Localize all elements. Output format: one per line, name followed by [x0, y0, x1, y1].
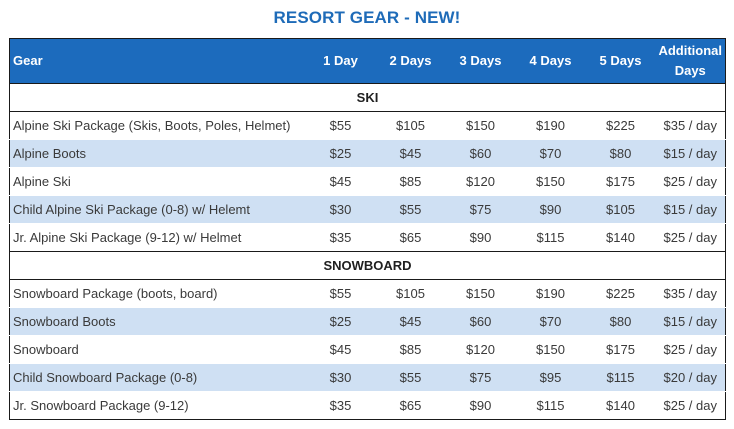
price-3-days: $120: [445, 167, 516, 196]
price-additional-day: $15 / day: [655, 139, 726, 168]
price-1-day: $30: [305, 363, 376, 392]
table-row: Jr. Snowboard Package (9-12) $35 $65 $90 $11…: [9, 391, 726, 420]
pricing-table-container: Gear 1 Day 2 Days 3 Days 4 Days 5 Days A…: [9, 38, 726, 420]
price-2-days: $45: [375, 307, 446, 336]
price-2-days: $55: [375, 363, 446, 392]
price-additional-day: $15 / day: [655, 307, 726, 336]
section-row: SNOWBOARD: [9, 251, 726, 280]
price-2-days: $105: [375, 279, 446, 308]
price-5-days: $115: [585, 363, 656, 392]
price-2-days: $85: [375, 335, 446, 364]
price-3-days: $150: [445, 279, 516, 308]
price-1-day: $55: [305, 111, 376, 140]
gear-name: Snowboard: [9, 335, 306, 364]
price-3-days: $75: [445, 195, 516, 224]
table-row: Snowboard $45 $85 $120 $150 $175 $25 / day: [9, 335, 726, 364]
gear-name: Child Snowboard Package (0-8): [9, 363, 306, 392]
price-3-days: $150: [445, 111, 516, 140]
price-2-days: $105: [375, 111, 446, 140]
price-4-days: $150: [515, 335, 586, 364]
table-row: Child Alpine Ski Package (0-8) w/ Helemt…: [9, 195, 726, 224]
header-1-day: 1 Day: [305, 38, 376, 84]
price-additional-day: $25 / day: [655, 335, 726, 364]
table-row: Snowboard Package (boots, board) $55 $105 $…: [9, 279, 726, 308]
price-1-day: $45: [305, 167, 376, 196]
price-4-days: $70: [515, 139, 586, 168]
price-2-days: $55: [375, 195, 446, 224]
price-1-day: $25: [305, 307, 376, 336]
gear-name: Alpine Ski Package (Skis, Boots, Poles, …: [9, 111, 306, 140]
header-additional-line1: Additional: [658, 43, 723, 58]
price-2-days: $65: [375, 391, 446, 420]
table-row: Alpine Ski $45 $85 $120 $150 $175 $25 / day: [9, 167, 726, 196]
price-3-days: $75: [445, 363, 516, 392]
price-additional-day: $25 / day: [655, 223, 726, 252]
price-1-day: $35: [305, 223, 376, 252]
price-4-days: $115: [515, 391, 586, 420]
section-row: SKI: [9, 83, 726, 112]
price-4-days: $150: [515, 167, 586, 196]
section-heading: SKI: [9, 83, 726, 112]
table-row: Jr. Alpine Ski Package (9-12) w/ Helmet $…: [9, 223, 726, 252]
price-4-days: $90: [515, 195, 586, 224]
price-5-days: $105: [585, 195, 656, 224]
price-5-days: $225: [585, 111, 656, 140]
price-3-days: $120: [445, 335, 516, 364]
price-4-days: $115: [515, 223, 586, 252]
price-additional-day: $35 / day: [655, 111, 726, 140]
price-1-day: $30: [305, 195, 376, 224]
section-heading: SNOWBOARD: [9, 251, 726, 280]
price-5-days: $80: [585, 139, 656, 168]
header-5-days: 5 Days: [585, 38, 656, 84]
price-5-days: $175: [585, 167, 656, 196]
table-row: Alpine Ski Package (Skis, Boots, Poles, …: [9, 111, 726, 140]
header-gear: Gear: [9, 38, 306, 84]
price-5-days: $140: [585, 391, 656, 420]
header-additional-days: Additional Days: [655, 38, 726, 84]
gear-name: Alpine Ski: [9, 167, 306, 196]
price-4-days: $95: [515, 363, 586, 392]
pricing-table-body: SKI Alpine Ski Package (Skis, Boots, Pole…: [9, 83, 726, 420]
price-2-days: $85: [375, 167, 446, 196]
price-3-days: $60: [445, 307, 516, 336]
price-additional-day: $15 / day: [655, 195, 726, 224]
price-1-day: $25: [305, 139, 376, 168]
price-5-days: $225: [585, 279, 656, 308]
header-row: Gear 1 Day 2 Days 3 Days 4 Days 5 Days A…: [9, 38, 726, 84]
price-additional-day: $35 / day: [655, 279, 726, 308]
table-row: Alpine Boots $25 $45 $60 $70 $80 $15 / day: [9, 139, 726, 168]
header-additional-line2: Days: [674, 63, 706, 78]
table-row: Child Snowboard Package (0-8) $30 $55 $75 $9…: [9, 363, 726, 392]
price-5-days: $175: [585, 335, 656, 364]
price-2-days: $65: [375, 223, 446, 252]
gear-name: Alpine Boots: [9, 139, 306, 168]
price-4-days: $190: [515, 111, 586, 140]
header-3-days: 3 Days: [445, 38, 516, 84]
price-3-days: $90: [445, 223, 516, 252]
gear-name: Snowboard Package (boots, board): [9, 279, 306, 308]
gear-name: Child Alpine Ski Package (0-8) w/ Helemt: [9, 195, 306, 224]
table-row: Snowboard Boots $25 $45 $60 $70 $80 $15 / day: [9, 307, 726, 336]
price-1-day: $55: [305, 279, 376, 308]
price-4-days: $190: [515, 279, 586, 308]
price-2-days: $45: [375, 139, 446, 168]
price-4-days: $70: [515, 307, 586, 336]
page-title: RESORT GEAR - NEW!: [273, 8, 461, 27]
price-5-days: $80: [585, 307, 656, 336]
header-2-days: 2 Days: [375, 38, 446, 84]
price-additional-day: $25 / day: [655, 391, 726, 420]
gear-name: Jr. Alpine Ski Package (9-12) w/ Helmet: [9, 223, 306, 252]
price-3-days: $60: [445, 139, 516, 168]
price-additional-day: $20 / day: [655, 363, 726, 392]
header-4-days: 4 Days: [515, 38, 586, 84]
price-additional-day: $25 / day: [655, 167, 726, 196]
price-1-day: $45: [305, 335, 376, 364]
pricing-table: Gear 1 Day 2 Days 3 Days 4 Days 5 Days A…: [9, 38, 726, 420]
price-3-days: $90: [445, 391, 516, 420]
gear-name: Jr. Snowboard Package (9-12): [9, 391, 306, 420]
price-5-days: $140: [585, 223, 656, 252]
price-1-day: $35: [305, 391, 376, 420]
gear-name: Snowboard Boots: [9, 307, 306, 336]
